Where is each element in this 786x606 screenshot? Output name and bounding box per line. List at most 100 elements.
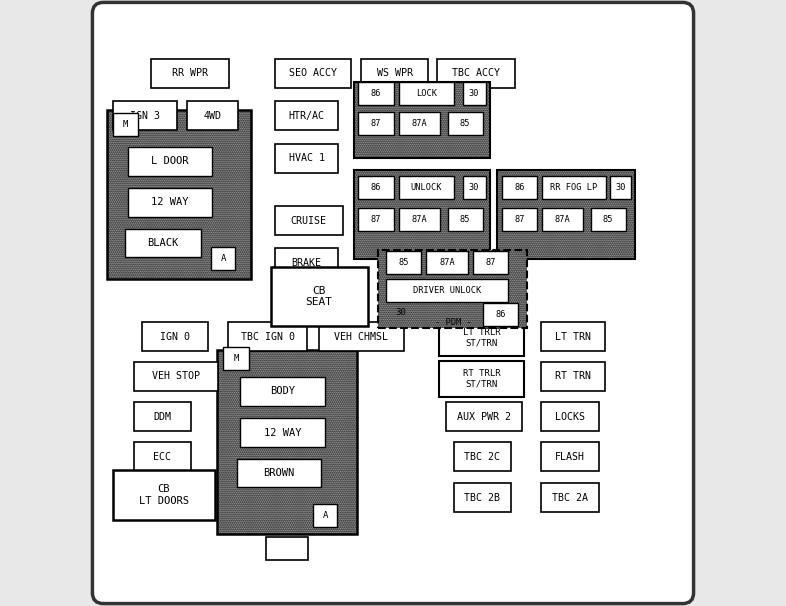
Text: LT TRLR
ST/TRN: LT TRLR ST/TRN	[463, 328, 500, 348]
Text: CB
SEAT: CB SEAT	[306, 285, 332, 307]
Bar	[270, 267, 368, 326]
Text: - PDM -: - PDM -	[435, 318, 472, 327]
Text: LOCK: LOCK	[416, 90, 437, 98]
Text: RR WPR: RR WPR	[172, 68, 208, 78]
Text: 30: 30	[395, 308, 406, 316]
Bar	[590, 208, 626, 231]
Bar	[241, 418, 325, 447]
Text: SEO ACCY: SEO ACCY	[288, 68, 336, 78]
Text: VEH CHMSL: VEH CHMSL	[335, 332, 388, 342]
Text: M: M	[233, 354, 239, 362]
Bar	[275, 101, 339, 130]
Text: 30: 30	[615, 183, 626, 191]
Text: FLASH: FLASH	[555, 452, 586, 462]
Text: UNLOCK: UNLOCK	[410, 183, 442, 191]
Text: 87A: 87A	[439, 258, 455, 267]
Bar	[187, 101, 238, 130]
Text: 87A: 87A	[412, 119, 428, 127]
Bar	[542, 208, 583, 231]
Bar	[275, 206, 343, 235]
Bar	[473, 251, 508, 274]
Bar	[437, 59, 516, 88]
Bar	[141, 322, 208, 351]
Text: 87: 87	[371, 216, 381, 224]
Bar	[223, 347, 249, 370]
Bar	[134, 442, 191, 471]
Bar	[358, 176, 394, 199]
Bar	[354, 82, 490, 158]
Text: VEH STOP: VEH STOP	[152, 371, 200, 381]
Bar	[386, 251, 421, 274]
Text: LT TRN: LT TRN	[555, 332, 591, 342]
Bar	[542, 442, 599, 471]
Bar	[463, 176, 486, 199]
Text: HVAC 1: HVAC 1	[288, 153, 325, 163]
Text: 4WD: 4WD	[204, 111, 222, 121]
Text: 86: 86	[371, 90, 381, 98]
Text: A: A	[322, 511, 328, 520]
Bar	[399, 176, 454, 199]
Bar	[362, 59, 428, 88]
Bar	[498, 170, 635, 259]
Bar	[542, 362, 605, 391]
Text: TBC 2B: TBC 2B	[465, 493, 501, 502]
Bar	[228, 322, 307, 351]
Bar	[241, 377, 325, 406]
Bar	[217, 350, 357, 534]
Text: TBC ACCY: TBC ACCY	[452, 68, 500, 78]
Text: 87A: 87A	[555, 216, 571, 224]
Bar	[275, 59, 351, 88]
Bar	[358, 112, 394, 135]
Bar	[127, 147, 212, 176]
Text: 85: 85	[398, 258, 409, 267]
Text: 85: 85	[460, 216, 470, 224]
Bar	[463, 82, 486, 105]
Text: M: M	[123, 121, 128, 129]
Text: 30: 30	[469, 90, 479, 98]
Bar	[542, 176, 606, 199]
Bar	[113, 101, 177, 130]
Bar	[275, 144, 339, 173]
Text: 86: 86	[514, 183, 525, 191]
Bar	[151, 59, 230, 88]
Text: WS WPR: WS WPR	[376, 68, 413, 78]
Text: RR FOG LP: RR FOG LP	[550, 183, 597, 191]
FancyBboxPatch shape	[93, 2, 693, 604]
Bar	[211, 247, 236, 270]
Bar	[313, 504, 337, 527]
Bar	[358, 208, 394, 231]
Text: TBC IGN 0: TBC IGN 0	[241, 332, 295, 342]
Text: HTR/AC: HTR/AC	[288, 111, 325, 121]
Bar	[542, 322, 605, 351]
Bar	[502, 176, 537, 199]
Bar	[113, 113, 138, 136]
Bar	[237, 459, 321, 487]
Text: 87: 87	[371, 119, 381, 127]
Bar	[447, 208, 483, 231]
Text: 86: 86	[495, 310, 505, 319]
Bar	[447, 112, 483, 135]
Text: BLACK: BLACK	[148, 238, 178, 248]
Text: A: A	[221, 255, 226, 263]
Bar	[125, 229, 201, 257]
Bar	[319, 322, 404, 351]
Text: 12 WAY: 12 WAY	[264, 428, 302, 438]
Text: TBC 2A: TBC 2A	[553, 493, 588, 502]
Bar	[354, 170, 490, 259]
Bar	[439, 320, 524, 356]
Bar	[439, 361, 524, 397]
Bar	[426, 251, 468, 274]
Text: 87A: 87A	[412, 216, 428, 224]
Bar	[483, 303, 518, 326]
Bar	[446, 402, 522, 431]
Text: DDM: DDM	[153, 412, 171, 422]
Text: 30: 30	[469, 183, 479, 191]
Text: 85: 85	[603, 216, 613, 224]
Text: BODY: BODY	[270, 387, 296, 396]
Text: BRAKE: BRAKE	[292, 258, 321, 268]
Bar	[275, 248, 339, 278]
Bar	[502, 208, 537, 231]
Text: LOCKS: LOCKS	[555, 412, 586, 422]
Text: 85: 85	[460, 119, 470, 127]
Bar	[378, 250, 527, 328]
